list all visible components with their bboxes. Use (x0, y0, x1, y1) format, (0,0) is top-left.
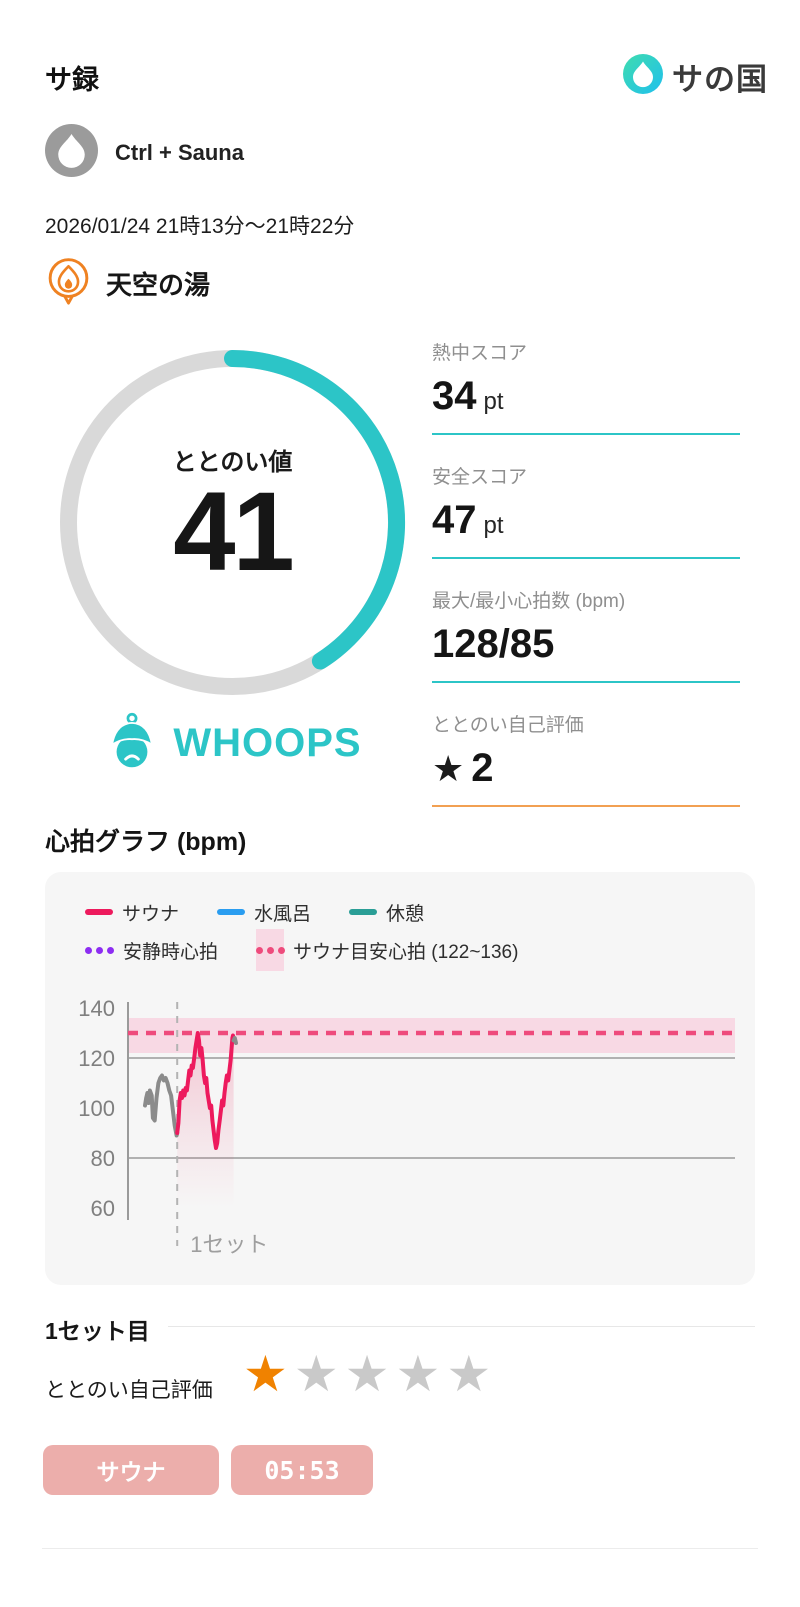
y-tick-label: 120 (78, 1046, 115, 1071)
sauna-hat-face-icon (103, 712, 161, 775)
stat-value: 128/85 (432, 622, 555, 666)
totonoi-gauge: ととのい値 41 (55, 345, 410, 700)
stat-self-rating: ととのい自己評価 ★ 2 (432, 710, 740, 807)
stat-label: 熱中スコア (432, 343, 528, 364)
stat-value: 47 (432, 498, 477, 542)
star-empty-icon[interactable]: ★ (395, 1346, 447, 1402)
legend-label: サウナ (122, 903, 180, 925)
stat-label: 最大/最小心拍数 (bpm) (432, 591, 626, 612)
legend-line-swatch (349, 909, 378, 915)
gauge-status-row: WHOOPS (55, 712, 410, 775)
gauge-status-text: WHOOPS (173, 721, 362, 765)
set-heading-divider (168, 1326, 755, 1327)
legend-item: 水風呂 (217, 899, 311, 926)
legend-item: サウナ (85, 899, 179, 926)
set-heading: 1セット目 (45, 1318, 150, 1344)
brand-logo: サの国 (623, 54, 768, 99)
device-name: Ctrl + Sauna (115, 140, 244, 165)
avatar-water-drop-icon (45, 124, 98, 182)
y-tick-label: 60 (91, 1196, 115, 1221)
session-datetime: 2026/01/24 21時13分〜21時22分 (45, 215, 355, 238)
legend-label: 休憩 (386, 903, 425, 925)
star-empty-icon[interactable]: ★ (293, 1346, 345, 1402)
stats-column: 熱中スコア 34 pt 安全スコア 47 pt 最大/最小心拍数 (bpm) 1… (432, 338, 740, 834)
stat-label: ととのい自己評価 (432, 715, 584, 736)
legend-row-2: 安静時心拍 サウナ目安心拍 (122~136) (85, 929, 519, 971)
brand-name: サの国 (672, 62, 768, 97)
y-tick-label: 80 (91, 1146, 115, 1171)
facility-name: 天空の湯 (106, 270, 211, 300)
sauna-area-fill (177, 1033, 234, 1208)
y-tick-label: 140 (78, 998, 115, 1021)
chart-title: 心拍グラフ (bpm) (45, 828, 247, 856)
hr-chart-card: サウナ 水風呂 休憩 安静時心拍 サウナ目安心拍 (122~136) 140 120 10… (45, 872, 755, 1285)
set-rating-stars[interactable]: ★★★★★ (243, 1346, 497, 1402)
hr-series (143, 1073, 180, 1138)
stat-unit: pt (483, 388, 504, 415)
gauge-arc (224, 350, 406, 670)
stat-heat-score: 熱中スコア 34 pt (432, 338, 740, 435)
stat-safety-score: 安全スコア 47 pt (432, 462, 740, 559)
legend-item: 安静時心拍 (85, 937, 218, 964)
legend-band-swatch (255, 929, 285, 971)
hr-chart: 140 120 100 80 60 1セット (78, 998, 735, 1257)
stat-max-min-hr: 最大/最小心拍数 (bpm) 128/85 (432, 586, 740, 683)
brand-water-drop-icon (623, 54, 663, 99)
flame-pin-icon (45, 256, 92, 311)
legend-line-swatch (217, 909, 246, 915)
legend-item: 休憩 (349, 899, 424, 926)
gauge-svg (60, 350, 406, 695)
hr-series (175, 1031, 236, 1150)
page-title: サ録 (45, 65, 99, 95)
stat-unit: pt (483, 512, 504, 539)
legend-dots-swatch (85, 946, 114, 954)
y-tick-label: 100 (78, 1096, 115, 1121)
star-empty-icon[interactable]: ★ (344, 1346, 396, 1402)
legend-row-1: サウナ 水風呂 休憩 (85, 896, 518, 928)
chart-legend: サウナ 水風呂 休憩 安静時心拍 サウナ目安心拍 (122~136) (85, 896, 519, 971)
bottom-divider (42, 1548, 758, 1549)
hr-series (231, 1036, 238, 1045)
set-marker-label: 1セット (190, 1232, 268, 1257)
legend-label: サウナ目安心拍 (122~136) (293, 941, 519, 963)
device-row: Ctrl + Sauna (45, 124, 244, 182)
facility-row: 天空の湯 (45, 256, 210, 311)
gauge-value: 41 (173, 469, 295, 594)
target-hr-band (128, 1018, 735, 1053)
legend-item: サウナ目安心拍 (122~136) (255, 929, 519, 971)
star-empty-icon[interactable]: ★ (446, 1346, 498, 1402)
legend-label: 水風呂 (254, 903, 312, 925)
star-filled-icon[interactable]: ★ (243, 1346, 294, 1402)
gauge-label: ととのい値 (172, 449, 293, 476)
legend-line-swatch (85, 909, 113, 915)
duration-button[interactable]: 05:53 (231, 1445, 373, 1495)
sauna-phase-button[interactable]: サウナ (43, 1445, 219, 1495)
stat-label: 安全スコア (432, 467, 528, 488)
legend-label: 安静時心拍 (123, 941, 219, 963)
star-icon: ★ (432, 748, 465, 789)
stat-value: 2 (471, 746, 494, 790)
stat-value: 34 (432, 374, 477, 418)
set-rating-label: ととのい自己評価 (45, 1379, 213, 1402)
